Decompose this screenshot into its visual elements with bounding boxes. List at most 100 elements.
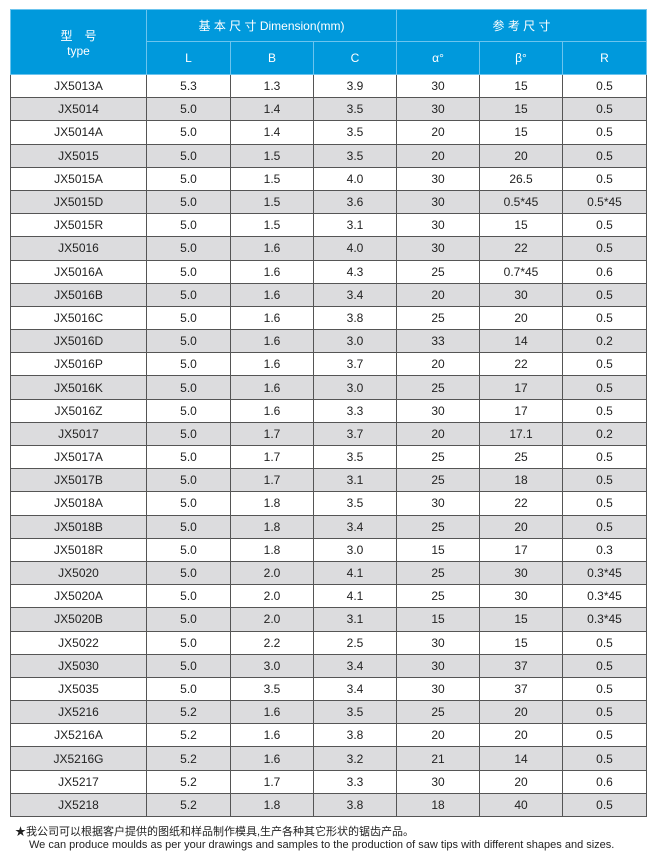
table-cell: 20 xyxy=(396,120,480,145)
table-cell: 1.6 xyxy=(230,259,314,284)
table-cell: 3.8 xyxy=(313,723,397,748)
table-cell: 1.6 xyxy=(230,375,314,400)
table-cell: 20 xyxy=(479,305,563,331)
table-cell: 2.5 xyxy=(313,630,397,655)
table-cell: 0.2 xyxy=(561,329,648,354)
table-cell: 3.0 xyxy=(313,375,397,400)
table-cell: JX5015D xyxy=(10,189,147,215)
table-cell: 3.8 xyxy=(313,792,397,818)
table-cell: 0.5 xyxy=(561,305,648,331)
table-cell: 4.0 xyxy=(313,166,397,191)
table-row: JX5017B 5.0 1.7 3.1 25 18 0.5 xyxy=(10,468,648,493)
table-cell: 0.5*45 xyxy=(561,189,648,215)
table-cell: 3.5 xyxy=(313,143,397,168)
table-cell: JX5017B xyxy=(10,468,147,493)
table-row: JX5020A 5.0 2.0 4.1 25 30 0.3*45 xyxy=(10,584,648,609)
table-cell: 20 xyxy=(396,352,480,377)
table-cell: 3.7 xyxy=(313,352,397,377)
table-cell: 0.5 xyxy=(561,120,648,145)
table-row: JX5016K 5.0 1.6 3.0 25 17 0.5 xyxy=(10,375,648,400)
table-cell: 1.5 xyxy=(230,189,314,215)
table-cell: 30 xyxy=(396,73,480,99)
table-cell: JX5020A xyxy=(10,584,147,609)
table-cell: 17 xyxy=(479,375,563,400)
table-row: JX5016D 5.0 1.6 3.0 33 14 0.2 xyxy=(10,329,648,354)
table-cell: 2.0 xyxy=(230,560,314,586)
table-cell: 5.0 xyxy=(146,584,231,609)
table-cell: 3.5 xyxy=(313,700,397,725)
table-cell: 20 xyxy=(479,143,563,168)
table-cell: 0.5 xyxy=(561,236,648,261)
table-cell: 0.3*45 xyxy=(561,560,648,586)
table-cell: 37 xyxy=(479,676,563,702)
table-cell: 3.4 xyxy=(313,653,397,678)
table-cell: 5.0 xyxy=(146,305,231,331)
table-cell: 1.6 xyxy=(230,746,314,771)
table-cell: 25 xyxy=(396,259,480,284)
table-cell: 3.5 xyxy=(313,444,397,470)
table-row: JX5020 5.0 2.0 4.1 25 30 0.3*45 xyxy=(10,560,648,586)
table-cell: 30 xyxy=(396,676,480,702)
table-cell: 1.8 xyxy=(230,491,314,516)
table-row: JX5016B 5.0 1.6 3.4 20 30 0.5 xyxy=(10,282,648,307)
table-cell: 30 xyxy=(396,166,480,191)
table-row: JX5030 5.0 3.0 3.4 30 37 0.5 xyxy=(10,653,648,678)
table-cell: 3.5 xyxy=(313,120,397,145)
table-row: JX5015 5.0 1.5 3.5 20 20 0.5 xyxy=(10,143,648,168)
table-cell: 0.2 xyxy=(561,421,648,447)
table-cell: 5.0 xyxy=(146,421,231,447)
table-cell: 3.5 xyxy=(230,676,314,702)
table-cell: JX5017 xyxy=(10,421,147,447)
table-cell: 20 xyxy=(396,723,480,748)
table-cell: 0.5 xyxy=(561,352,648,377)
table-cell: 30 xyxy=(396,189,480,215)
table-cell: 30 xyxy=(396,491,480,516)
table-cell: JX5016B xyxy=(10,282,147,307)
table-cell: JX5020 xyxy=(10,560,147,586)
table-cell: 0.5 xyxy=(561,630,648,655)
table-cell: 0.5 xyxy=(561,97,648,122)
table-cell: JX5218 xyxy=(10,792,147,818)
table-cell: 3.9 xyxy=(313,73,397,99)
table-cell: 1.7 xyxy=(230,444,314,470)
table-cell: 5.0 xyxy=(146,213,231,238)
table-row: JX5016Z 5.0 1.6 3.3 30 17 0.5 xyxy=(10,398,648,423)
footnote-cn: ★我公司可以根据客户提供的图纸和样品制作模具,生产各种其它形状的锯齿产品。 xyxy=(15,826,415,838)
table-cell: 5.0 xyxy=(146,676,231,702)
table-cell: JX5018B xyxy=(10,514,147,539)
table-cell: 3.4 xyxy=(313,282,397,307)
table-cell: 5.0 xyxy=(146,375,231,400)
table-cell: JX5016K xyxy=(10,375,147,400)
table-cell: 3.0 xyxy=(313,537,397,562)
table-cell: 1.5 xyxy=(230,166,314,191)
dimension-header: 基 本 尺 寸 Dimension(mm) xyxy=(146,9,397,42)
table-cell: 14 xyxy=(479,746,563,771)
table-cell: 5.0 xyxy=(146,259,231,284)
table-cell: 37 xyxy=(479,653,563,678)
table-row: JX5015R 5.0 1.5 3.1 30 15 0.5 xyxy=(10,213,648,238)
table-cell: 1.7 xyxy=(230,421,314,447)
table-cell: 4.1 xyxy=(313,560,397,586)
table-cell: 1.6 xyxy=(230,700,314,725)
table-cell: 0.5 xyxy=(561,723,648,748)
table-cell: 20 xyxy=(396,421,480,447)
table-row: JX5016 5.0 1.6 4.0 30 22 0.5 xyxy=(10,236,648,261)
table-cell: 3.7 xyxy=(313,421,397,447)
table-cell: 25 xyxy=(396,514,480,539)
table-cell: 30 xyxy=(396,97,480,122)
table-cell: 1.6 xyxy=(230,329,314,354)
table-cell: JX5015 xyxy=(10,143,147,168)
table-cell: 25 xyxy=(396,584,480,609)
table-cell: 0.5 xyxy=(561,282,648,307)
table-cell: 22 xyxy=(479,491,563,516)
table-cell: JX5016C xyxy=(10,305,147,331)
table-cell: 0.3*45 xyxy=(561,584,648,609)
table-cell: 3.1 xyxy=(313,213,397,238)
table-cell: JX5016 xyxy=(10,236,147,261)
table-cell: JX5018R xyxy=(10,537,147,562)
table-cell: 0.5 xyxy=(561,676,648,702)
footnote: ★我公司可以根据客户提供的图纸和样品制作模具,生产各种其它形状的锯齿产品。 We… xyxy=(15,826,614,852)
table-cell: 3.8 xyxy=(313,305,397,331)
table-cell: 3.4 xyxy=(313,676,397,702)
table-cell: 15 xyxy=(479,607,563,632)
